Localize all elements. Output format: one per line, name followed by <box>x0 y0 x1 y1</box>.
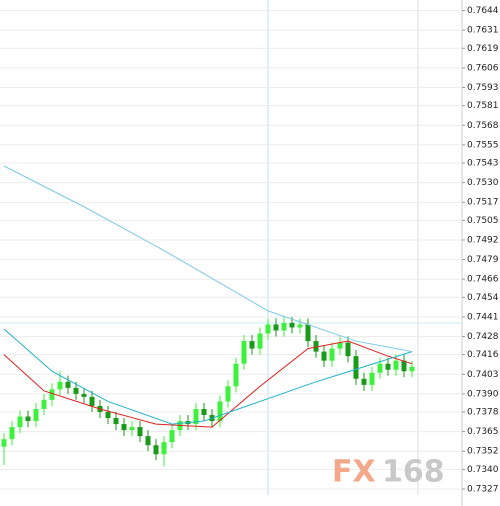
candle-body <box>289 322 295 328</box>
y-tick-label: 0.7505 <box>467 216 499 226</box>
moving-average-line <box>3 328 413 425</box>
y-tick-label: 0.7390 <box>467 389 499 399</box>
candle-body <box>369 372 375 385</box>
candle-body <box>313 341 319 352</box>
candle-body <box>113 418 119 425</box>
candle-body <box>233 363 239 387</box>
candle-body <box>377 363 383 373</box>
candle-body <box>281 322 287 331</box>
candle-body <box>73 387 79 394</box>
candle-body <box>361 378 367 385</box>
y-tick-label: 0.7352 <box>467 447 499 457</box>
candle-body <box>161 442 167 455</box>
y-tick-label: 0.7606 <box>467 63 499 73</box>
candle-body <box>89 396 95 406</box>
y-tick-label: 0.7631 <box>467 26 499 36</box>
y-tick-label: 0.7428 <box>467 332 499 342</box>
candle-body <box>241 341 247 364</box>
y-tick-label: 0.7403 <box>467 370 499 380</box>
candle-body <box>329 348 335 361</box>
y-tick-label: 0.7593 <box>467 83 499 93</box>
candle-body <box>57 381 63 390</box>
candle-body <box>201 408 207 416</box>
candle-body <box>297 324 303 328</box>
candle-body <box>121 424 127 431</box>
candle-body <box>337 342 343 349</box>
candle-body <box>225 386 231 402</box>
candle-body <box>41 399 47 409</box>
candle-body <box>17 416 23 428</box>
candle-body <box>265 324 271 334</box>
candle-body <box>385 363 391 370</box>
candle-body <box>33 408 39 422</box>
y-tick-label: 0.7644 <box>467 6 499 16</box>
y-tick-label: 0.7340 <box>467 465 499 475</box>
watermark-168: 168 <box>382 455 445 490</box>
candle-body <box>305 324 311 342</box>
candle-body <box>393 360 399 370</box>
y-tick-label: 0.7530 <box>467 178 499 188</box>
y-tick-label: 0.7492 <box>467 235 499 245</box>
candle-body <box>193 408 199 425</box>
marks <box>1 165 415 467</box>
y-tick-label: 0.7555 <box>467 140 499 150</box>
candle-body <box>257 333 263 349</box>
candle-body <box>353 356 359 379</box>
candle-body <box>81 393 87 397</box>
candle-body <box>169 430 175 443</box>
candle-body <box>217 401 223 422</box>
candle-body <box>49 389 55 400</box>
watermark-fx: FX <box>332 455 376 490</box>
y-tick-label: 0.7327 <box>467 484 499 494</box>
y-tick-label: 0.7466 <box>467 275 499 285</box>
y-tick-label: 0.7568 <box>467 121 499 131</box>
candle-body <box>25 416 31 422</box>
y-tick-label: 0.7581 <box>467 101 499 111</box>
moving-average-line <box>3 340 413 428</box>
candle-body <box>65 381 71 388</box>
candle-body <box>105 411 111 419</box>
candle-body <box>9 427 15 440</box>
candle-body <box>129 427 135 431</box>
candle-body <box>345 342 351 357</box>
candle-body <box>401 360 407 372</box>
candle-body <box>137 427 143 437</box>
candle-body <box>153 445 159 455</box>
candle-body <box>1 439 7 447</box>
candle-body <box>145 436 151 446</box>
y-tick-label: 0.7441 <box>467 312 499 322</box>
y-tick-label: 0.7365 <box>467 427 499 437</box>
y-tick-label: 0.7416 <box>467 350 499 360</box>
y-tick-label: 0.7479 <box>467 255 499 265</box>
candle-body <box>249 341 255 349</box>
candle-body <box>409 366 415 372</box>
candle-body <box>273 324 279 331</box>
y-tick-label: 0.7454 <box>467 293 499 303</box>
candle-body <box>321 351 327 361</box>
y-tick-label: 0.7378 <box>467 407 499 417</box>
y-tick-label: 0.7517 <box>467 198 499 208</box>
y-tick-label: 0.7619 <box>467 44 499 54</box>
moving-average-line <box>3 165 413 353</box>
y-tick-label: 0.7543 <box>467 158 499 168</box>
